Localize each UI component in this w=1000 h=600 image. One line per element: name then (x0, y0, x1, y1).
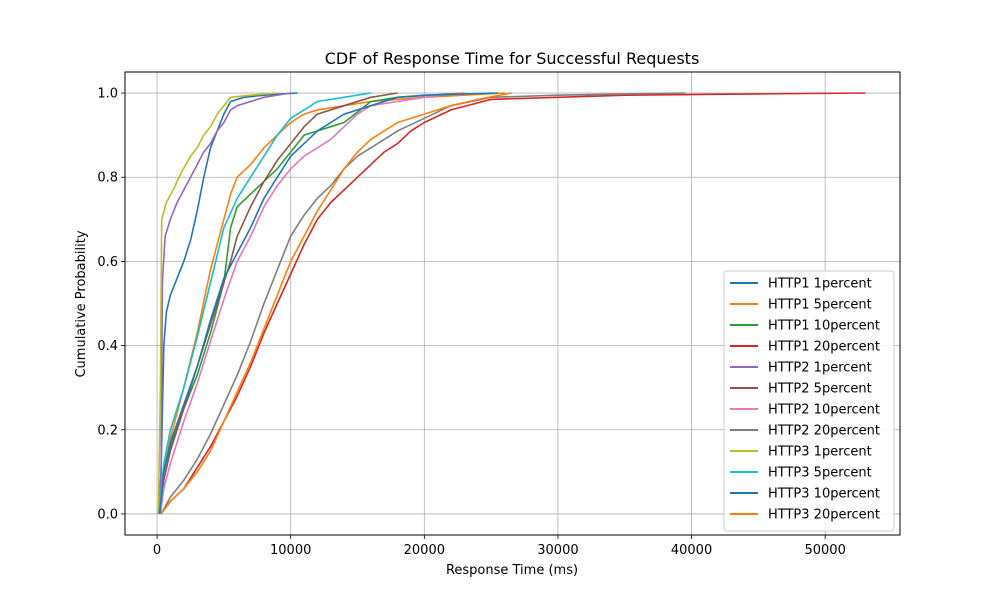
series-line-http3-10percent (158, 92, 498, 515)
y-tick-label: 1.0 (97, 87, 118, 102)
x-tick-label: 40000 (671, 543, 712, 558)
y-tick-label: 0.4 (97, 339, 118, 354)
series-line-http3-1percent (157, 92, 278, 515)
legend-label-http2-5percent: HTTP2 5percent (768, 382, 872, 397)
series-line-http3-5percent (158, 92, 372, 515)
legend-label-http3-1percent: HTTP3 1percent (768, 445, 872, 460)
legend-label-http3-20percent: HTTP3 20percent (768, 508, 880, 523)
x-tick-label: 50000 (804, 543, 845, 558)
legend-label-http3-10percent: HTTP3 10percent (768, 487, 880, 502)
y-tick-label: 0.6 (97, 255, 118, 270)
series-line-http2-5percent (158, 92, 398, 515)
legend-box (723, 270, 895, 532)
y-tick-label: 0.2 (97, 423, 118, 438)
series-line-http2-20percent (160, 92, 685, 515)
x-tick-label: 20000 (404, 543, 445, 558)
series-line-http2-10percent (159, 92, 465, 515)
x-axis-label: Response Time (ms) (446, 563, 578, 578)
legend-label-http2-20percent: HTTP2 20percent (768, 424, 880, 439)
y-tick-label: 0.8 (97, 171, 118, 186)
plot-frame (124, 71, 901, 536)
series-line-http1-20percent (160, 92, 866, 515)
legend-label-http2-1percent: HTTP2 1percent (768, 361, 872, 376)
x-tick-label: 30000 (537, 543, 578, 558)
series-line-http3-20percent (160, 92, 512, 515)
x-tick-label: 10000 (270, 543, 311, 558)
legend-label-http1-20percent: HTTP1 20percent (768, 340, 880, 355)
legend-label-http2-10percent: HTTP2 10percent (768, 403, 880, 418)
x-tick-label: 0 (153, 543, 161, 558)
chart-title: CDF of Response Time for Successful Requ… (325, 49, 700, 68)
series-line-http1-1percent (157, 92, 298, 515)
legend-label-http1-1percent: HTTP1 1percent (768, 277, 872, 292)
legend-label-http3-5percent: HTTP3 5percent (768, 466, 872, 481)
legend-label-http1-5percent: HTTP1 5percent (768, 298, 872, 313)
series-line-http2-1percent (158, 92, 291, 515)
legend-label-http1-10percent: HTTP1 10percent (768, 319, 880, 334)
y-axis-label: Cumulative Probability (74, 230, 89, 377)
y-tick-label: 0.0 (97, 507, 118, 522)
series-layer (157, 92, 866, 515)
axis-ticks: 0 10000 20000 30000 40000 50000 0.0 0.2 0.4 0.6 0.… (97, 87, 846, 558)
legend: HTTP1 1percent HTTP1 5percent HTTP1 10perc… (723, 270, 895, 532)
